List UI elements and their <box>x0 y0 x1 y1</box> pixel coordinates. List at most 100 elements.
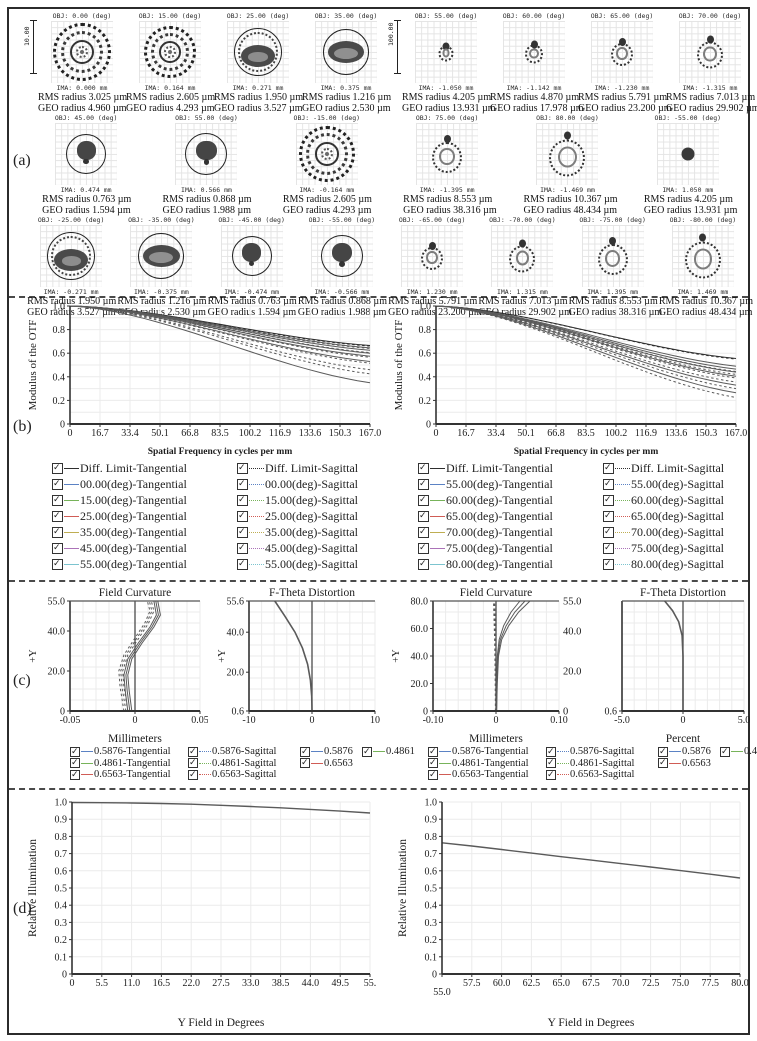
legend-checkbox[interactable] <box>52 462 63 474</box>
svg-text:0.6: 0.6 <box>419 349 432 360</box>
legend-checkbox[interactable] <box>52 510 63 522</box>
legend-line-swatch <box>557 762 569 764</box>
spot-geo-label: GEO radius 13.931 µm <box>643 205 738 216</box>
legend-line-swatch <box>557 774 569 776</box>
svg-text:0.1: 0.1 <box>425 952 438 963</box>
spot-diagram: OBJ: -55.00 (deg) IMA: 1.050 mm RMS radius… <box>643 114 738 216</box>
svg-text:0.6: 0.6 <box>55 866 68 877</box>
svg-text:Modulus of the OTF: Modulus of the OTF <box>27 320 39 411</box>
fc-ft-charts: -0.05 0 0.05 0 20.0 40.0 55.0 Field Curvature +Y… <box>26 586 752 746</box>
legend-checkbox[interactable] <box>300 746 310 757</box>
legend-checkbox[interactable] <box>70 769 80 780</box>
wavelength-legend-item: 0.6563-Sagittal <box>546 769 658 781</box>
legend-checkbox[interactable] <box>70 757 80 769</box>
legend-checkbox[interactable] <box>658 757 668 769</box>
legend-checkbox[interactable] <box>52 526 63 538</box>
legend-checkbox[interactable] <box>603 542 614 554</box>
legend-checkbox[interactable] <box>428 769 438 780</box>
svg-text:33.4: 33.4 <box>487 428 505 439</box>
spot-geo-label: GEO radius 38.316 µm <box>403 205 497 216</box>
spot-rms-label: RMS radius 2.605 µm <box>282 194 372 205</box>
legend-checkbox[interactable] <box>188 757 198 769</box>
legend-checkbox[interactable] <box>418 462 429 474</box>
legend-checkbox[interactable] <box>603 494 614 506</box>
legend-line-swatch <box>615 563 630 565</box>
legend-checkbox[interactable] <box>237 478 248 490</box>
svg-text:66.8: 66.8 <box>181 428 199 439</box>
spot-diagram: OBJ: -75.00 (deg) IMA: 1.395 mm RMS radius… <box>569 216 663 318</box>
spot-diagram: OBJ: 25.00 (deg) IMA: 0.271 mm RMS radius … <box>214 12 303 114</box>
legend-checkbox[interactable] <box>720 746 730 757</box>
mtf-legend-item: 60.00(deg)-Tangential <box>418 492 603 508</box>
legend-checkbox[interactable] <box>237 526 248 538</box>
legend-checkbox[interactable] <box>237 542 248 554</box>
legend-checkbox[interactable] <box>237 462 248 474</box>
spot-diagram-panel: 10.00 OBJ: 0.00 (deg) IMA: 0.000 mm RMS rad… <box>23 12 757 318</box>
legend-checkbox[interactable] <box>418 558 429 570</box>
legend-checkbox[interactable] <box>546 757 556 769</box>
svg-text:40.0: 40.0 <box>411 652 429 663</box>
legend-checkbox[interactable] <box>237 494 248 506</box>
svg-text:55.6: 55.6 <box>226 597 244 608</box>
svg-text:20.0: 20.0 <box>226 668 244 679</box>
legend-label: 45.00(deg)-Sagittal <box>265 540 358 555</box>
spot-shape <box>298 126 355 182</box>
svg-text:0.6: 0.6 <box>425 866 438 877</box>
legend-checkbox[interactable] <box>603 526 614 538</box>
legend-checkbox[interactable] <box>546 746 556 757</box>
legend-checkbox[interactable] <box>418 494 429 506</box>
legend-checkbox[interactable] <box>603 510 614 522</box>
svg-text:Y Field in Degrees: Y Field in Degrees <box>548 1017 635 1029</box>
legend-checkbox[interactable] <box>418 526 429 538</box>
legend-checkbox[interactable] <box>428 746 438 757</box>
spot-obj-label: OBJ: 45.00 (deg) <box>54 114 118 122</box>
legend-checkbox[interactable] <box>418 478 429 490</box>
legend-checkbox[interactable] <box>603 462 614 474</box>
spot-grid <box>671 225 734 287</box>
legend-checkbox[interactable] <box>300 757 310 769</box>
spot-obj-label: OBJ: 65.00 (deg) <box>590 12 654 20</box>
legend-label: Diff. Limit-Tangential <box>80 460 187 475</box>
field-curvature-distortion-panel: -0.05 0 0.05 0 20.0 40.0 55.0 Field Curvature +Y… <box>26 586 757 786</box>
legend-checkbox[interactable] <box>52 558 63 570</box>
panel-separator-bc <box>9 580 748 582</box>
legend-checkbox[interactable] <box>418 510 429 522</box>
legend-line-swatch <box>249 531 264 533</box>
legend-line-swatch <box>64 547 79 549</box>
spot-geo-label: GEO radius 3.527 µm <box>214 103 303 114</box>
legend-checkbox[interactable] <box>603 478 614 490</box>
ft_right-chart: -5.0 0 5.0 0.6 F-Theta Distortion Percent <box>592 586 752 746</box>
spot-obj-label: OBJ: -65.00 (deg) <box>398 216 466 224</box>
legend-checkbox[interactable] <box>362 746 372 757</box>
mtf-legend-item: 00.00(deg)-Sagittal <box>237 476 407 492</box>
wavelength-legend-item: 0.5876-Sagittal <box>546 746 658 758</box>
legend-checkbox[interactable] <box>52 478 63 490</box>
legend-checkbox[interactable] <box>70 746 80 757</box>
legend-checkbox[interactable] <box>546 769 556 780</box>
spot-diagram: OBJ: -45.00 (deg) IMA: -0.474 mm RMS radiu… <box>208 216 297 318</box>
spot-shape <box>611 38 633 66</box>
spot-geo-label: GEO radius 2.530 µm <box>117 307 206 318</box>
svg-text:0: 0 <box>680 715 685 726</box>
spot-rms-label: RMS radius 1.216 µm <box>117 296 207 307</box>
legend-checkbox[interactable] <box>418 542 429 554</box>
legend-line-swatch <box>615 483 630 485</box>
svg-text:57.5: 57.5 <box>463 978 481 989</box>
legend-checkbox[interactable] <box>52 494 63 506</box>
legend-checkbox[interactable] <box>188 769 198 780</box>
legend-checkbox[interactable] <box>603 558 614 570</box>
spot-grid <box>139 21 201 83</box>
legend-label: 45.00(deg)-Tangential <box>80 540 187 555</box>
legend-checkbox[interactable] <box>237 558 248 570</box>
spot-obj-label: OBJ: -75.00 (deg) <box>579 216 646 224</box>
legend-checkbox[interactable] <box>52 542 63 554</box>
legend-checkbox[interactable] <box>188 746 198 757</box>
spot-obj-label: OBJ: 75.00 (deg) <box>415 114 479 122</box>
legend-label: 0.6563 <box>324 757 353 769</box>
spot-obj-label: OBJ: 60.00 (deg) <box>502 12 566 20</box>
legend-checkbox[interactable] <box>428 757 438 769</box>
legend-line-swatch <box>64 483 79 485</box>
legend-checkbox[interactable] <box>658 746 668 757</box>
legend-checkbox[interactable] <box>237 510 248 522</box>
